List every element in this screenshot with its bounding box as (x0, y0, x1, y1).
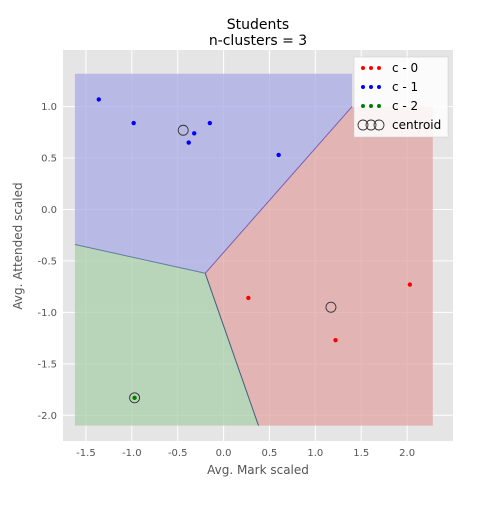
x-tick-label-0: -1.5 (76, 448, 96, 459)
legend-marker-centroid-0 (357, 119, 369, 131)
cluster-region-0 (205, 106, 433, 426)
legend-marker-centroid-1 (365, 119, 377, 131)
centroid-marker-0 (325, 301, 337, 313)
legend-label-c1: c - 1 (392, 80, 418, 94)
x-axis-ticks: -1.5 -1.0 -0.5 0.0 0.5 1.0 1.5 2.0 (76, 448, 415, 459)
boundary-line-0 (204, 106, 353, 274)
x-axis-label: Avg. Mark scaled (207, 463, 309, 477)
cluster-region-2 (74, 244, 259, 426)
legend-marker-c0-2 (377, 66, 381, 70)
y-tick-label-2: 0.0 (41, 205, 57, 216)
legend-marker-c0-1 (369, 66, 373, 70)
point-c1-5 (276, 152, 281, 158)
y-tick-label-1: 0.5 (41, 154, 57, 165)
legend-marker-c1-0 (361, 85, 365, 89)
centroids (129, 124, 337, 404)
legend-label-c0: c - 0 (392, 61, 418, 75)
legend-marker-c2-0 (361, 104, 365, 108)
point-c1-1 (131, 120, 136, 126)
legend-label-centroid: centroid (392, 118, 441, 132)
legend-label-c2: c - 2 (392, 99, 418, 113)
y-tick-label-4: -1.0 (37, 308, 57, 319)
legend-marker-centroid-2 (373, 119, 385, 131)
point-c1-0 (96, 97, 101, 102)
point-c2-0 (132, 395, 137, 400)
boundary-line-2 (204, 273, 259, 426)
cluster-region-1 (74, 73, 353, 274)
y-tick-label-6: -2.0 (37, 411, 57, 422)
centroid-marker-2 (129, 392, 141, 404)
point-c1-2 (186, 140, 191, 145)
boundary-line-1 (74, 243, 206, 274)
y-tick-label-3: -0.5 (37, 256, 57, 267)
legend: c - 0 c - 1 c - 2 centroid (353, 56, 449, 138)
legend-marker-c1-1 (369, 85, 373, 89)
cluster-boundaries (74, 106, 353, 426)
x-tick-label-7: 2.0 (399, 448, 415, 459)
legend-markers (357, 66, 385, 131)
cluster-regions (74, 73, 433, 426)
x-tick-label-3: 0.0 (216, 448, 232, 459)
point-c0-0 (246, 295, 251, 301)
data-points (96, 97, 413, 400)
x-tick-label-5: 1.0 (307, 448, 323, 459)
x-tick-label-6: 1.5 (353, 448, 369, 459)
legend-marker-c1-2 (377, 85, 381, 89)
chart-title: Students (227, 17, 289, 33)
y-tick-label-5: -1.5 (37, 359, 57, 370)
chart-subtitle: n-clusters = 3 (209, 33, 307, 49)
y-axis-ticks: 1.0 0.5 0.0 -0.5 -1.0 -1.5 -2.0 (37, 102, 57, 422)
legend-marker-c2-1 (369, 104, 373, 108)
legend-marker-c2-2 (377, 104, 381, 108)
legend-box (353, 56, 449, 138)
x-tick-label-4: 0.5 (262, 448, 278, 459)
x-tick-label-1: -1.0 (122, 448, 142, 459)
centroid-marker-1 (177, 124, 189, 136)
point-c1-4 (207, 120, 213, 126)
x-tick-label-2: -0.5 (168, 448, 188, 459)
y-axis-label: Avg. Attended scaled (11, 182, 25, 309)
y-tick-label-0: 1.0 (41, 102, 57, 113)
point-c0-1 (333, 337, 338, 343)
legend-marker-c0-0 (361, 66, 365, 70)
point-c0-2 (407, 282, 413, 287)
point-c1-3 (192, 131, 197, 136)
